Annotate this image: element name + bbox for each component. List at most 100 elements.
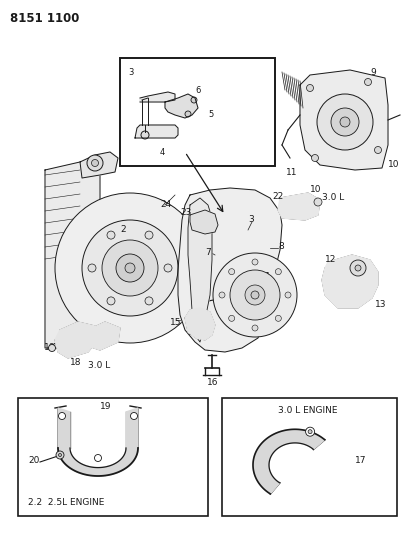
Polygon shape xyxy=(125,453,136,457)
Text: 4: 4 xyxy=(159,148,165,157)
Text: 10: 10 xyxy=(44,343,55,352)
Polygon shape xyxy=(126,449,138,451)
Circle shape xyxy=(58,413,65,419)
Polygon shape xyxy=(45,158,100,348)
Circle shape xyxy=(350,260,366,276)
Polygon shape xyxy=(106,466,111,475)
Text: 3: 3 xyxy=(248,215,254,224)
Circle shape xyxy=(229,316,235,321)
Polygon shape xyxy=(120,459,130,466)
Circle shape xyxy=(191,97,197,103)
Circle shape xyxy=(107,297,115,305)
Circle shape xyxy=(87,155,103,171)
Circle shape xyxy=(219,292,225,298)
Polygon shape xyxy=(81,466,87,474)
Circle shape xyxy=(102,240,158,296)
Polygon shape xyxy=(108,466,113,474)
Text: 15: 15 xyxy=(170,318,182,327)
Polygon shape xyxy=(113,464,121,472)
Polygon shape xyxy=(58,408,70,448)
Polygon shape xyxy=(93,467,96,476)
Polygon shape xyxy=(58,451,71,454)
Polygon shape xyxy=(62,456,73,461)
Polygon shape xyxy=(178,188,282,352)
Polygon shape xyxy=(82,322,120,350)
Bar xyxy=(120,58,275,166)
Polygon shape xyxy=(114,463,123,471)
Circle shape xyxy=(185,111,191,117)
Polygon shape xyxy=(123,456,134,461)
Polygon shape xyxy=(65,459,76,465)
Text: 20: 20 xyxy=(28,456,39,465)
Polygon shape xyxy=(190,210,218,234)
Circle shape xyxy=(312,155,319,161)
Circle shape xyxy=(317,94,373,150)
Circle shape xyxy=(252,259,258,265)
Text: 17: 17 xyxy=(355,456,367,465)
Circle shape xyxy=(275,269,282,274)
Polygon shape xyxy=(103,467,108,475)
Circle shape xyxy=(252,325,258,331)
Text: 19: 19 xyxy=(100,402,111,411)
Circle shape xyxy=(374,147,381,154)
Circle shape xyxy=(131,413,138,419)
Circle shape xyxy=(82,220,178,316)
Polygon shape xyxy=(188,198,212,342)
Circle shape xyxy=(229,269,235,274)
Text: 11: 11 xyxy=(286,168,298,177)
Polygon shape xyxy=(322,255,378,308)
Circle shape xyxy=(213,253,297,337)
Polygon shape xyxy=(110,465,118,473)
Polygon shape xyxy=(64,458,75,464)
Polygon shape xyxy=(119,461,129,467)
Text: 22: 22 xyxy=(272,192,283,201)
Circle shape xyxy=(107,231,115,239)
Text: 10: 10 xyxy=(310,185,321,194)
Circle shape xyxy=(145,297,153,305)
Polygon shape xyxy=(105,467,110,475)
Circle shape xyxy=(251,291,259,299)
Text: 5: 5 xyxy=(208,110,213,119)
Polygon shape xyxy=(100,467,103,476)
Polygon shape xyxy=(62,457,74,462)
Text: 2.2  2.5L ENGINE: 2.2 2.5L ENGINE xyxy=(28,498,104,507)
Text: 12: 12 xyxy=(325,255,336,264)
Text: 23: 23 xyxy=(180,208,192,217)
Circle shape xyxy=(95,455,102,462)
Text: 16: 16 xyxy=(207,378,219,387)
Polygon shape xyxy=(75,464,83,472)
Circle shape xyxy=(355,265,361,271)
Polygon shape xyxy=(86,467,91,475)
Circle shape xyxy=(275,316,282,321)
Polygon shape xyxy=(58,449,70,451)
Polygon shape xyxy=(97,467,99,476)
Polygon shape xyxy=(124,454,136,458)
Polygon shape xyxy=(77,465,84,472)
Polygon shape xyxy=(69,461,79,468)
Circle shape xyxy=(308,430,312,434)
Text: 3.0 L ENGINE: 3.0 L ENGINE xyxy=(278,406,337,415)
Polygon shape xyxy=(59,452,71,455)
Text: 3: 3 xyxy=(128,68,134,77)
Polygon shape xyxy=(58,450,70,453)
Polygon shape xyxy=(125,451,138,454)
Polygon shape xyxy=(72,463,81,470)
Polygon shape xyxy=(84,466,90,475)
Polygon shape xyxy=(123,455,135,459)
Text: 9: 9 xyxy=(370,68,376,77)
Polygon shape xyxy=(88,467,93,475)
Polygon shape xyxy=(90,467,94,476)
Text: 14: 14 xyxy=(188,328,199,337)
Polygon shape xyxy=(140,92,175,102)
Polygon shape xyxy=(135,125,178,138)
Circle shape xyxy=(307,85,314,92)
Polygon shape xyxy=(60,454,72,458)
Polygon shape xyxy=(58,448,70,449)
Polygon shape xyxy=(73,463,82,471)
Text: 8151 1100: 8151 1100 xyxy=(10,12,79,25)
Circle shape xyxy=(365,78,372,85)
Text: 3.0 L: 3.0 L xyxy=(322,193,344,202)
Polygon shape xyxy=(83,466,88,474)
Polygon shape xyxy=(122,457,134,462)
Polygon shape xyxy=(278,193,320,220)
